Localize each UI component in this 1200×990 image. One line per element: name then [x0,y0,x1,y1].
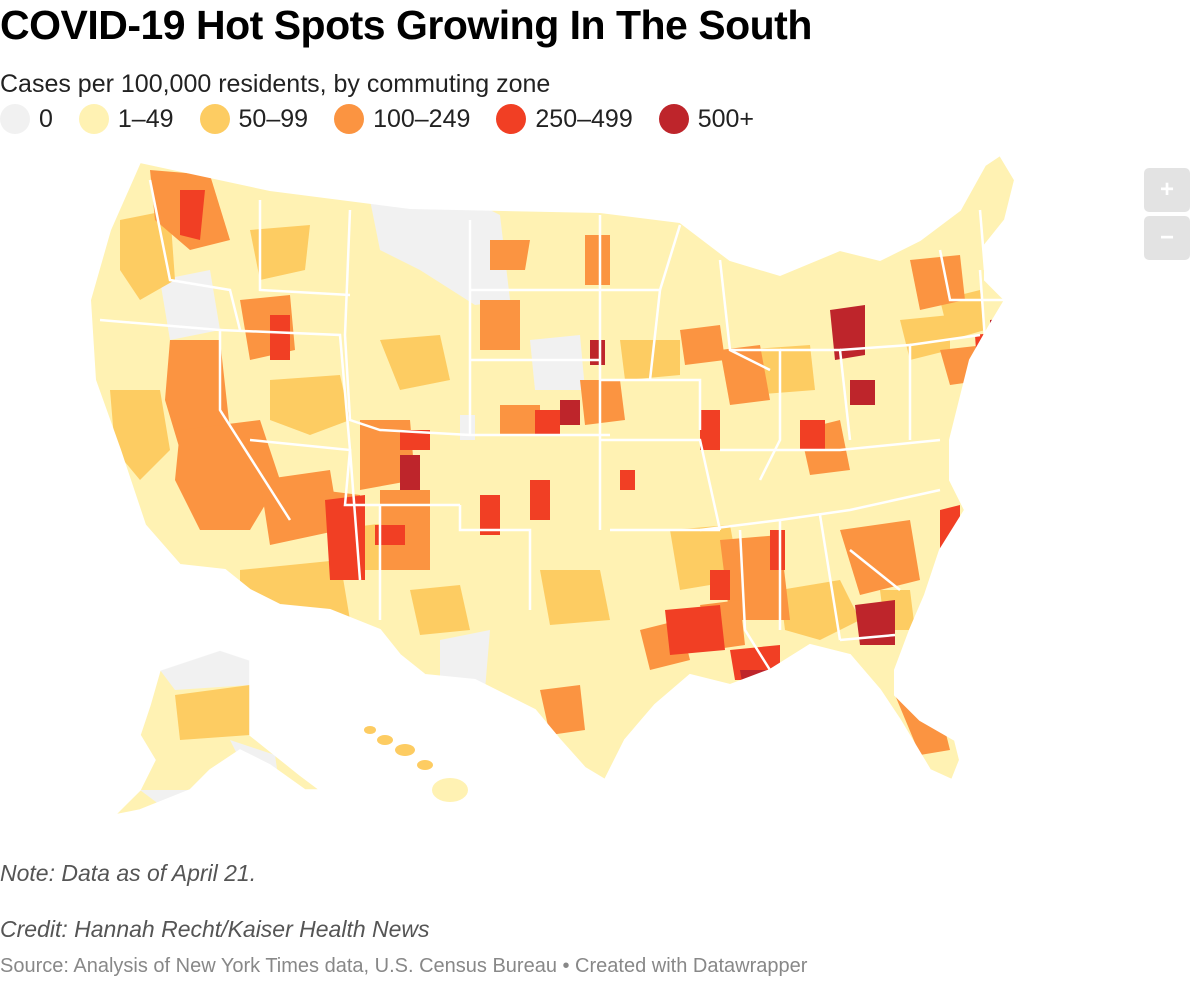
hawaii[interactable] [364,726,468,802]
legend-swatch-500-plus [658,104,689,134]
state-borders [99,179,1010,671]
legend: 0 1–49 50–99 100–249 250–499 500+ [0,104,780,134]
legend-label-250-499: 250–499 [535,104,633,133]
legend-label-0: 0 [39,104,53,133]
zoom-in-button[interactable]: + [1144,168,1190,212]
legend-label-100-249: 100–249 [373,104,471,133]
note: Note: Data as of April 21. [0,860,257,886]
legend-item-100-249: 100–249 [334,104,470,134]
map[interactable] [80,150,1140,830]
legend-label-50-99: 50–99 [238,104,309,133]
chart-subtitle: Cases per 100,000 residents, by commutin… [0,70,551,98]
source: Source: Analysis of New York Times data,… [0,955,808,977]
legend-swatch-0 [0,104,30,134]
credit: Credit: Hannah Recht/Kaiser Health News [0,916,430,942]
legend-item-500-plus: 500+ [658,104,755,134]
legend-label-1-49: 1–49 [117,104,174,133]
legend-swatch-250-499 [496,104,527,134]
legend-label-500-plus: 500+ [697,104,755,133]
legend-swatch-100-249 [334,104,365,134]
legend-item-0: 0 [0,104,53,134]
chart-title: COVID-19 Hot Spots Growing In The South [0,2,812,48]
legend-item-50-99: 50–99 [199,104,309,134]
zoom-out-button[interactable]: − [1144,216,1190,260]
legend-swatch-50-99 [199,104,230,134]
us-map-svg[interactable] [80,150,1140,830]
alaska[interactable] [110,645,330,815]
legend-swatch-1-49 [78,104,109,134]
legend-item-1-49: 1–49 [78,104,174,134]
legend-item-250-499: 250–499 [496,104,633,134]
